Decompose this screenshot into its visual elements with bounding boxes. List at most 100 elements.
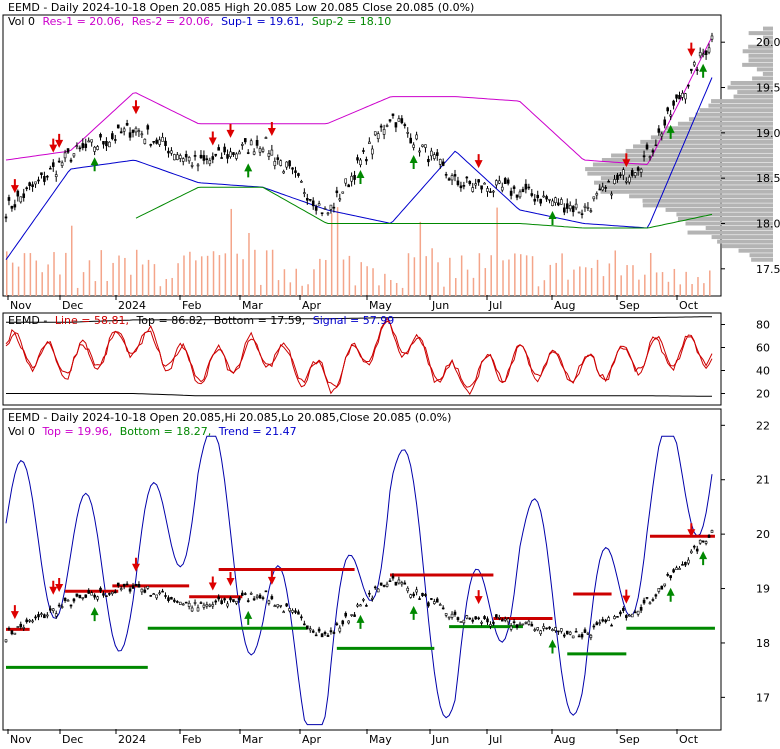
volume-bar <box>590 268 593 296</box>
trend-line <box>5 435 713 726</box>
candle-body <box>344 612 348 617</box>
profile-bar <box>748 53 773 58</box>
candle-body <box>580 634 584 638</box>
candle-body <box>675 567 678 571</box>
candle-body <box>616 616 619 618</box>
volume-bar <box>295 268 297 296</box>
candle-body <box>199 154 203 159</box>
candle-body <box>40 613 43 615</box>
candle-body <box>521 623 525 626</box>
profile-bar <box>751 257 773 262</box>
oscillator-ticker: EEMD - <box>8 314 47 327</box>
x-tick-label: Mar <box>242 733 263 745</box>
candle-body <box>167 597 170 601</box>
price-x-axis: Nov Dec 2024 Feb Mar Apr May Jun Jul Aug Sep Oct <box>7 295 699 312</box>
candle-body <box>90 139 93 143</box>
volume-bar <box>159 286 162 296</box>
volume-bar <box>29 253 32 296</box>
candle-body <box>456 617 460 620</box>
buy-arrow <box>548 210 557 225</box>
candle-body <box>184 601 188 604</box>
candle-body <box>249 593 253 595</box>
candle-body <box>288 608 291 612</box>
candle-body <box>509 625 513 630</box>
candle-body <box>687 559 690 564</box>
candle-body <box>373 131 377 136</box>
candle-body <box>447 178 451 181</box>
candle-body <box>187 157 191 162</box>
price-panel-sup1: Sup-1 = 19.61, <box>221 15 304 28</box>
candle-body <box>370 148 374 155</box>
candle-body <box>353 614 356 617</box>
candle-body <box>229 597 232 601</box>
candle-body <box>300 181 303 183</box>
candle-body <box>613 616 616 620</box>
y-tick-label: 60 <box>756 342 770 355</box>
candle-body <box>108 593 111 595</box>
candle-body <box>81 143 85 149</box>
y-tick-label: 80 <box>756 319 770 332</box>
candle-body <box>347 184 350 188</box>
candle-body <box>438 604 442 606</box>
volume-bar <box>490 255 492 296</box>
candle-body <box>22 193 26 198</box>
candle-body <box>125 123 129 126</box>
candle-body <box>220 600 223 605</box>
candle-body <box>577 211 581 214</box>
candle-body <box>663 119 667 126</box>
candle-body <box>149 144 153 146</box>
candle-body <box>483 182 486 185</box>
candle-body <box>592 625 596 628</box>
candle-body <box>326 212 330 215</box>
volume-bar <box>283 269 286 296</box>
candle-body <box>119 588 123 590</box>
profile-bar <box>763 40 773 45</box>
volume-bar <box>141 264 144 296</box>
candle-body <box>7 627 11 630</box>
candle-body <box>332 632 336 634</box>
volume-bar <box>425 256 427 296</box>
volume-bar <box>608 263 611 296</box>
candle-body <box>329 630 333 633</box>
oscillator-panel: 80 60 40 20 EEMD - Line = 58.81, Top = 86.8… <box>2 312 770 406</box>
candle-body <box>438 159 442 165</box>
volume-bar <box>661 272 664 296</box>
candle-body <box>193 602 197 604</box>
sell-arrow <box>49 580 58 595</box>
volume-bar <box>183 255 185 296</box>
volume-bar <box>679 284 682 296</box>
candle-body <box>651 599 655 601</box>
candle-body <box>672 569 675 573</box>
volume-bar <box>673 268 676 296</box>
candle-body <box>412 144 415 148</box>
candle-body <box>178 601 182 605</box>
buy-arrow <box>409 154 418 169</box>
volume-bar <box>390 279 392 296</box>
candle-body <box>49 167 52 170</box>
candle-body <box>7 197 11 201</box>
sell-arrow <box>226 123 235 138</box>
candle-body <box>258 594 262 599</box>
candle-body <box>276 604 280 608</box>
volume-bar <box>82 272 85 296</box>
candle-body <box>190 164 194 167</box>
candle-body <box>660 585 664 590</box>
candle-body <box>359 159 362 166</box>
candle-body <box>666 107 669 112</box>
candle-body <box>589 634 593 638</box>
candle-body <box>492 621 495 624</box>
candle-body <box>308 628 312 631</box>
candle-body <box>75 593 79 597</box>
volume-bar <box>242 259 244 296</box>
x-tick-label: Oct <box>679 299 699 312</box>
candle-body <box>506 179 510 184</box>
res1-line <box>5 36 713 166</box>
candle-body <box>382 585 386 587</box>
candle-body <box>28 182 31 186</box>
price-panel-frame <box>2 14 722 297</box>
candle-body <box>651 150 655 153</box>
volume-bar <box>372 268 374 296</box>
profile-bar <box>748 31 773 36</box>
